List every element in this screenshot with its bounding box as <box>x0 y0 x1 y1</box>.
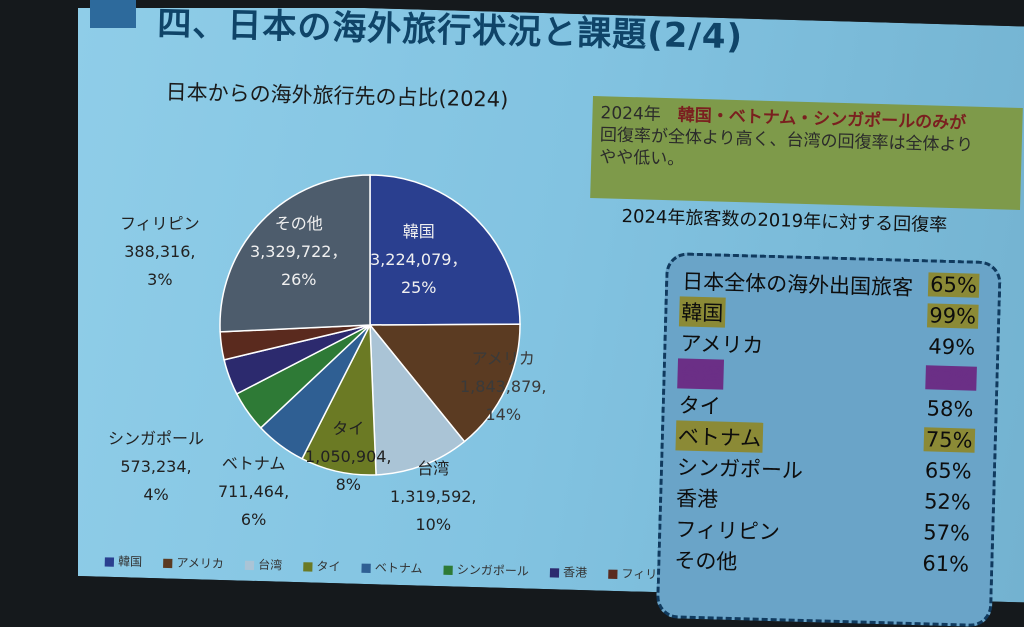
recovery-row: その他 61% <box>672 544 973 580</box>
recovery-row: 香港 52% <box>674 482 975 518</box>
legend-item: ■ 香港 <box>549 565 598 580</box>
recovery-name: シンガポール <box>676 455 804 483</box>
recovery-name: アメリカ <box>680 331 764 358</box>
legend-item: ■ タイ <box>302 559 351 574</box>
pie-slice-1 <box>368 323 521 443</box>
top-dark-edge <box>0 0 1024 8</box>
legend-item: ■ アメリカ <box>162 555 234 571</box>
legend-swatch: ■ <box>243 557 256 572</box>
recovery-value: 75% <box>923 427 975 453</box>
recovery-value: 62% <box>925 365 977 391</box>
pie-label-korea: 韓国 3,224,079， 25% <box>370 222 468 297</box>
recovery-value: 99% <box>926 303 979 329</box>
pie-label-singapore: シンガポール 573,234, 4% <box>108 429 205 504</box>
legend-label: 韓国 <box>117 554 143 569</box>
recovery-row: 日本全体の海外出国旅客 65% <box>680 265 981 301</box>
legend-label: 香港 <box>562 565 588 580</box>
pie-label-thailand: タイ 1,050,904, 8% <box>305 419 392 494</box>
pie-slice-2 <box>369 322 466 476</box>
recovery-name: ベトナム <box>675 420 764 453</box>
recovery-name: 台湾 <box>677 358 725 390</box>
summary-note: 2024年 韓国・ベトナム・シンガポールのみが 回復率が全体より高く、台湾の回復… <box>590 96 1023 210</box>
note-prefix: 2024年 <box>600 103 679 126</box>
legend-swatch: ■ <box>442 562 455 577</box>
recovery-row: シンガポール 65% <box>675 451 976 487</box>
legend-swatch: ■ <box>606 566 619 581</box>
legend-swatch: ■ <box>302 558 314 574</box>
legend-label: シンガポール <box>456 562 529 579</box>
recovery-value: 61% <box>922 551 970 577</box>
recovery-value: 52% <box>923 489 972 515</box>
recovery-value: 49% <box>928 334 976 360</box>
legend-item: ■ シンガポール <box>442 562 539 578</box>
legend-swatch: ■ <box>360 560 373 575</box>
legend-label: ベトナム <box>374 560 423 576</box>
pie-label-other: その他 3,329,722， 26% <box>250 214 348 289</box>
recovery-row: 韓国 99% <box>678 296 980 332</box>
recovery-name: フィリピン <box>674 517 781 545</box>
pie-slice-0 <box>369 174 521 326</box>
legend-label: アメリカ <box>176 555 225 571</box>
recovery-row: タイ 58% <box>676 389 977 425</box>
pie-chart <box>200 150 540 510</box>
recovery-name: その他 <box>674 548 738 575</box>
pie-label-philippines: フィリピン 388,316, 3% <box>120 214 200 289</box>
pie-label-vietnam: ベトナム 711,464, 6% <box>218 454 290 529</box>
recovery-row: 台湾 62% <box>677 358 978 394</box>
pie-svg <box>219 174 521 476</box>
title-accent-box <box>90 0 136 28</box>
pie-label-usa: アメリカ 1,843,879, 14% <box>460 349 547 424</box>
legend-item: ■ 台湾 <box>244 557 293 572</box>
recovery-name: 香港 <box>675 486 719 512</box>
legend-label: 台湾 <box>258 557 283 573</box>
recovery-row: ベトナム 75% <box>675 420 977 456</box>
recovery-name: タイ <box>678 393 722 419</box>
recovery-row: フィリピン 57% <box>673 513 974 549</box>
legend-item: ■ 韓国 <box>104 554 153 569</box>
legend-label: タイ <box>316 559 341 574</box>
recovery-panel: 日本全体の海外出国旅客 65% 韓国 99% アメリカ 49% 台湾 62% タイ 58% ベトナム… <box>655 252 1002 627</box>
recovery-row: アメリカ 49% <box>678 327 979 363</box>
recovery-value: 58% <box>926 396 974 422</box>
pie-label-taiwan: 台湾 1,319,592, 10% <box>390 459 477 534</box>
legend-swatch: ■ <box>161 555 174 570</box>
recovery-value: 65% <box>927 272 980 298</box>
legend-swatch: ■ <box>103 553 116 569</box>
legend-item: ■ ベトナム <box>360 560 432 576</box>
recovery-value: 57% <box>922 520 971 546</box>
recovery-name: 韓国 <box>678 296 726 328</box>
recovery-value: 65% <box>924 458 973 484</box>
pie-slice-8 <box>219 174 371 333</box>
legend-swatch: ■ <box>548 564 561 580</box>
